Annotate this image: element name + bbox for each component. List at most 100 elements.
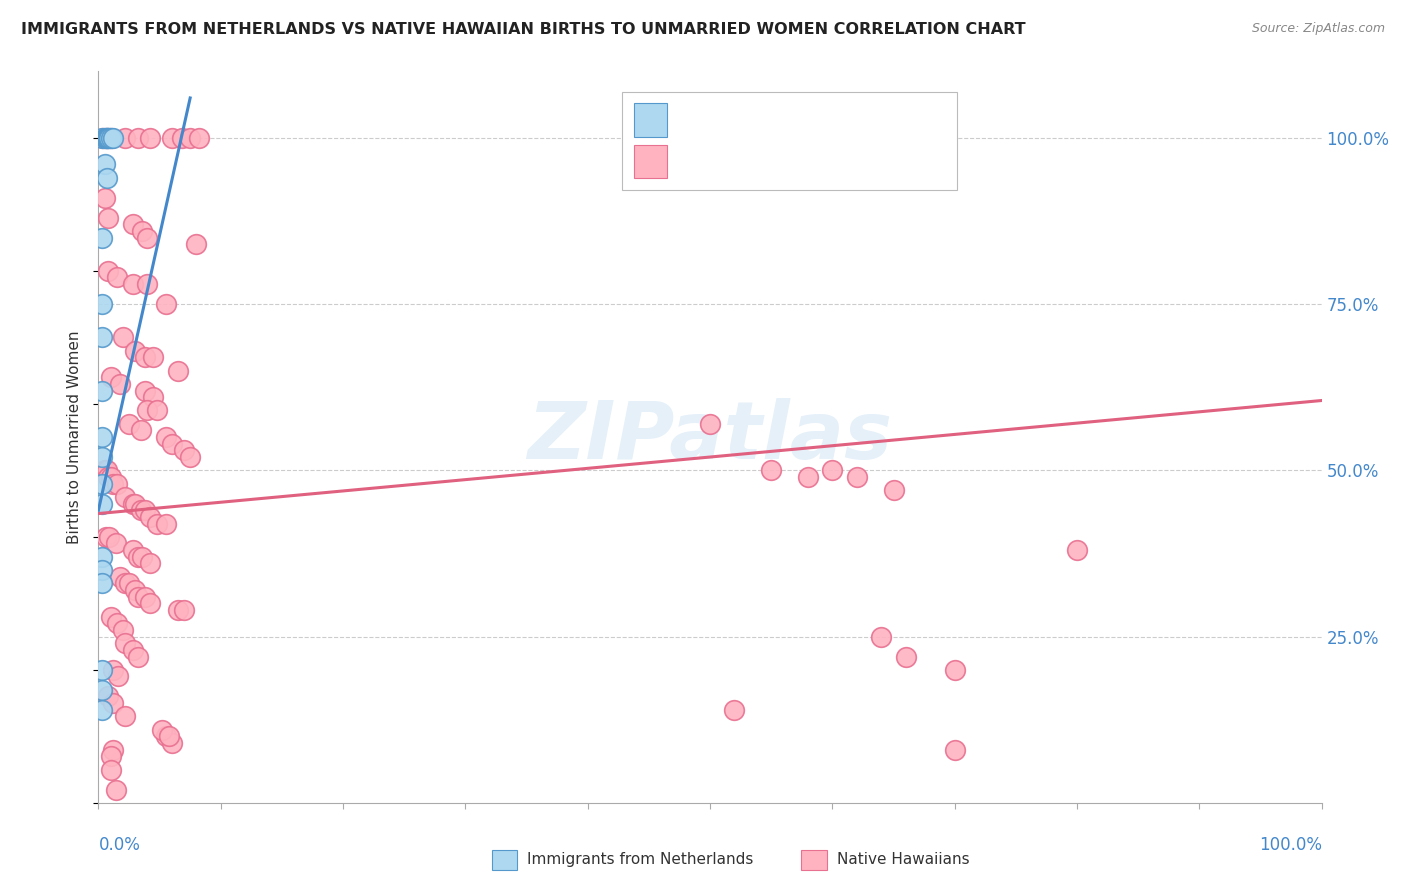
Point <box>894 649 917 664</box>
Point <box>107 669 129 683</box>
Text: Immigrants from Netherlands: Immigrants from Netherlands <box>527 853 754 867</box>
Point <box>124 582 146 597</box>
Point <box>186 237 208 252</box>
Point <box>121 217 143 231</box>
Point <box>136 230 159 244</box>
Point <box>129 424 152 438</box>
Point <box>91 430 114 444</box>
Point <box>114 490 136 504</box>
Text: 0.140: 0.140 <box>706 153 758 170</box>
Point <box>114 576 136 591</box>
Point <box>723 703 745 717</box>
Point <box>91 450 114 464</box>
Point <box>97 131 120 145</box>
Point <box>110 570 132 584</box>
Point <box>139 509 162 524</box>
Point <box>943 742 966 756</box>
Point <box>134 351 156 365</box>
Point <box>699 417 721 431</box>
Point <box>124 497 146 511</box>
Point <box>98 131 121 145</box>
Point <box>100 131 122 145</box>
Point <box>845 470 868 484</box>
Text: N =: N = <box>738 153 775 170</box>
Point <box>100 609 122 624</box>
Point <box>187 131 209 145</box>
Point <box>91 384 114 398</box>
Point <box>131 549 153 564</box>
Point <box>101 696 124 710</box>
Point <box>160 436 183 450</box>
Point <box>91 131 114 145</box>
Point <box>121 643 143 657</box>
Point <box>93 131 115 145</box>
Point <box>150 723 173 737</box>
Point <box>139 557 162 571</box>
Point <box>134 503 156 517</box>
Text: 0.676: 0.676 <box>706 111 758 129</box>
Point <box>131 224 153 238</box>
Point <box>91 230 114 244</box>
Point <box>134 384 156 398</box>
Text: IMMIGRANTS FROM NETHERLANDS VS NATIVE HAWAIIAN BIRTHS TO UNMARRIED WOMEN CORRELA: IMMIGRANTS FROM NETHERLANDS VS NATIVE HA… <box>21 22 1026 37</box>
Point <box>100 749 122 764</box>
Point <box>139 596 162 610</box>
Point <box>146 403 169 417</box>
Point <box>173 443 195 458</box>
Point <box>136 403 159 417</box>
Point <box>179 450 201 464</box>
Point <box>93 157 115 171</box>
Point <box>870 630 893 644</box>
Text: 24: 24 <box>765 111 787 129</box>
Text: ZIPatlas: ZIPatlas <box>527 398 893 476</box>
Point <box>121 543 143 558</box>
Point <box>96 131 118 145</box>
Point <box>91 297 114 311</box>
Point <box>127 549 149 564</box>
Point <box>101 663 124 677</box>
Point <box>127 649 149 664</box>
Point <box>97 690 120 704</box>
Text: R =: R = <box>681 153 717 170</box>
Point <box>761 463 783 477</box>
Point <box>96 463 118 477</box>
Point <box>105 270 128 285</box>
Point <box>104 782 127 797</box>
Point <box>91 476 114 491</box>
Point <box>142 351 165 365</box>
Point <box>111 623 134 637</box>
Point <box>121 497 143 511</box>
Point <box>91 131 114 145</box>
Point <box>91 663 114 677</box>
Point <box>821 463 844 477</box>
Point <box>91 703 114 717</box>
Point <box>127 131 149 145</box>
Point <box>139 131 162 145</box>
Text: N =: N = <box>738 111 775 129</box>
Point <box>136 277 159 292</box>
Point <box>167 603 190 617</box>
Point <box>96 131 118 145</box>
Point <box>118 576 141 591</box>
Point <box>105 616 128 631</box>
Point <box>797 470 820 484</box>
Point <box>142 390 165 404</box>
Point <box>100 370 122 384</box>
Point <box>124 343 146 358</box>
Point <box>170 131 193 145</box>
Point <box>155 729 177 743</box>
Point <box>110 376 132 391</box>
Point <box>146 516 169 531</box>
Text: 102: 102 <box>765 153 800 170</box>
Point <box>91 330 114 344</box>
Point <box>93 191 115 205</box>
Point <box>160 131 183 145</box>
Point <box>118 417 141 431</box>
Point <box>134 590 156 604</box>
Point <box>101 476 124 491</box>
Point <box>111 330 134 344</box>
Point <box>1066 543 1088 558</box>
Point <box>114 131 136 145</box>
Point <box>127 590 149 604</box>
Text: Source: ZipAtlas.com: Source: ZipAtlas.com <box>1251 22 1385 36</box>
